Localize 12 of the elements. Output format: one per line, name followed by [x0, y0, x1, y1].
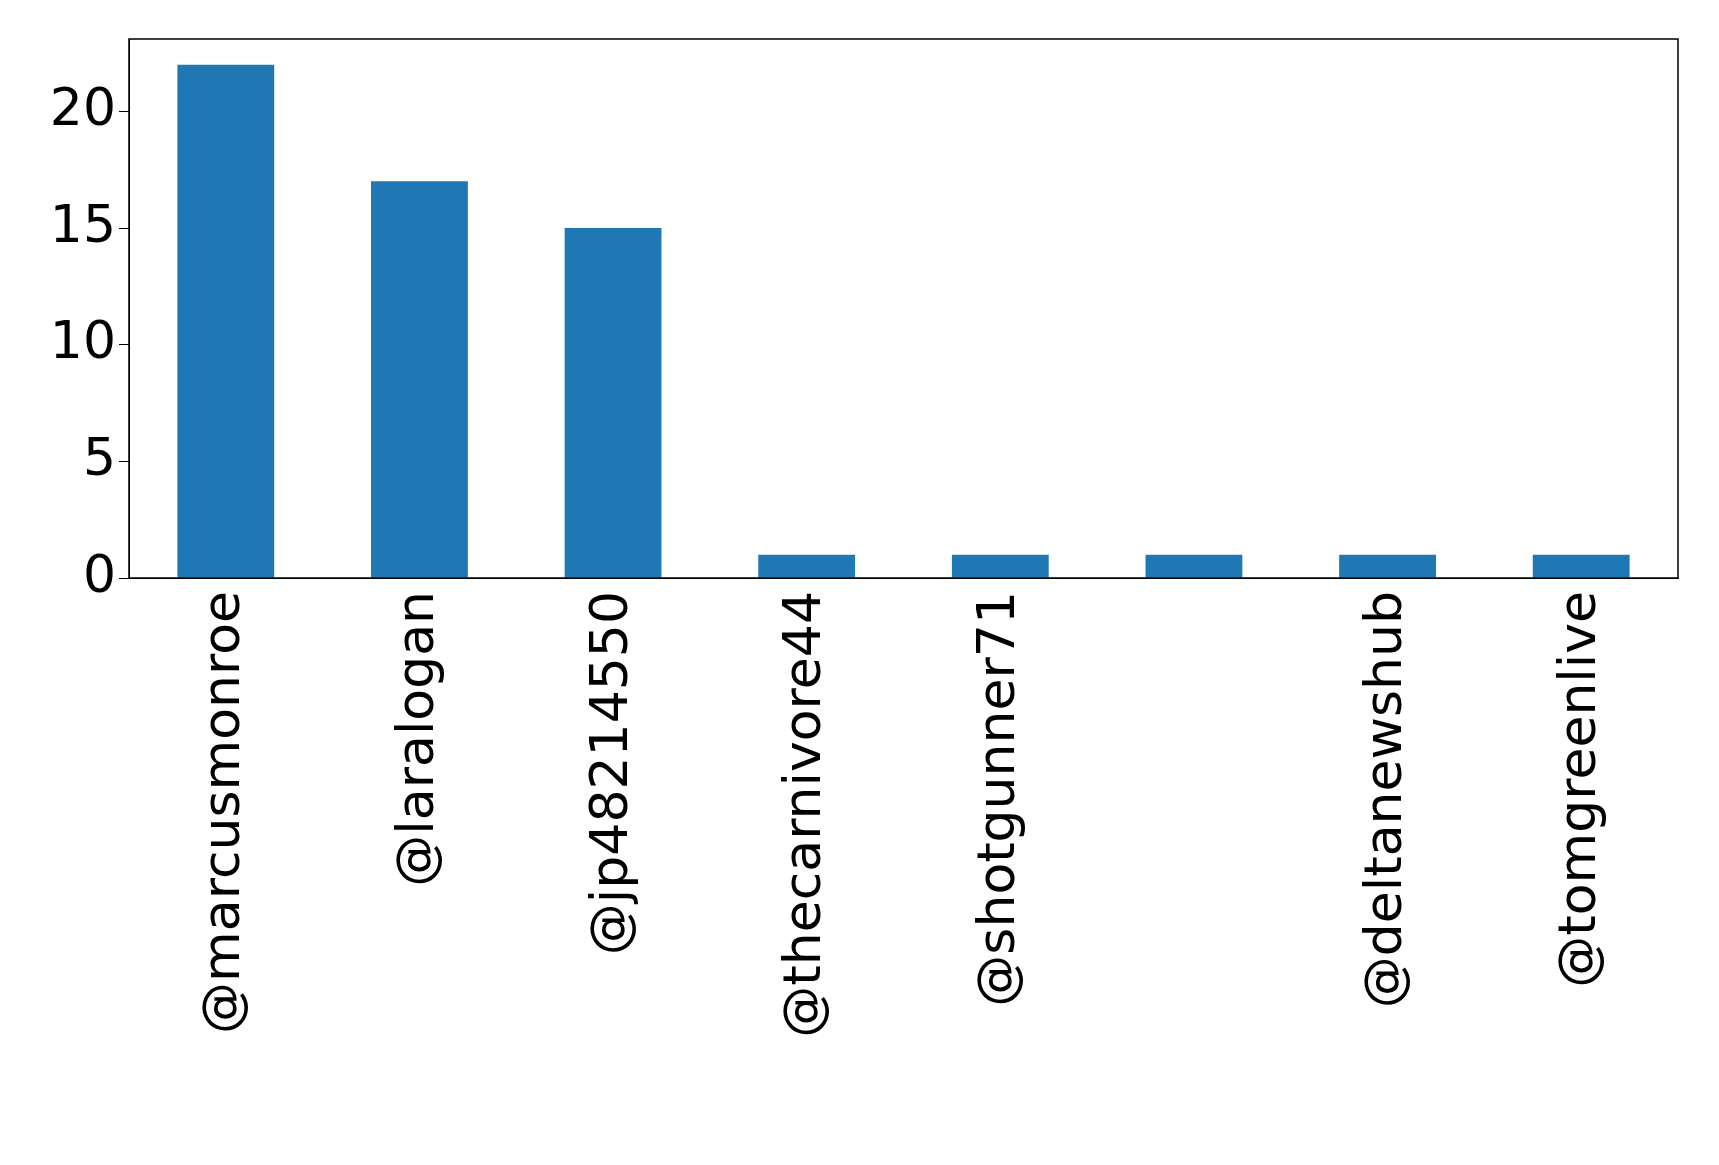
x-tick-label: @jp48214550: [578, 591, 639, 956]
y-tick-label: 15: [49, 193, 116, 254]
x-tick-label: @marcusmonroe: [191, 591, 252, 1034]
y-tick-label: 0: [82, 543, 116, 604]
x-tick-label: @thecarnivore44: [772, 591, 833, 1038]
x-tick-label: @laralogan: [384, 591, 445, 887]
y-tick-label: 5: [82, 426, 116, 487]
x-tick-label: @tomgreenlive: [1546, 591, 1607, 988]
x-tick-label: @shotgunner71: [965, 591, 1026, 1007]
x-tick-label: @deltanewshub: [1353, 591, 1414, 1009]
y-tick-label: 20: [49, 76, 116, 137]
y-tick-label: 10: [49, 310, 116, 371]
